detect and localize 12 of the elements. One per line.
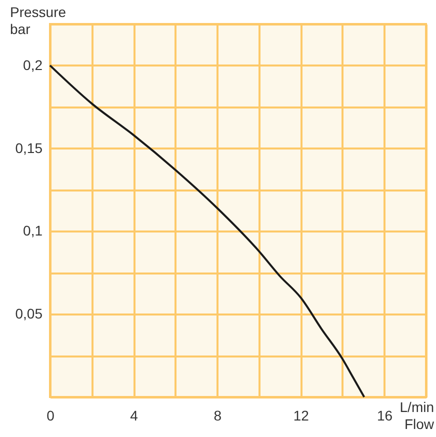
x-tick-label: 16 — [376, 408, 393, 424]
y-axis-title: Pressure bar — [10, 4, 66, 37]
y-tick-label: 0,05 — [15, 306, 43, 322]
y-tick-label: 0,15 — [15, 140, 43, 156]
line-series — [49, 64, 366, 398]
y-tick-label: 0,2 — [23, 56, 43, 73]
x-tick-label: 4 — [130, 408, 138, 424]
x-tick-label: 12 — [293, 408, 310, 424]
x-axis-title: L/min Flow — [400, 399, 435, 432]
y-tick-label: 0,1 — [23, 222, 43, 239]
x-tick-label: 0 — [46, 408, 55, 424]
x-tick-label: 8 — [214, 408, 222, 424]
